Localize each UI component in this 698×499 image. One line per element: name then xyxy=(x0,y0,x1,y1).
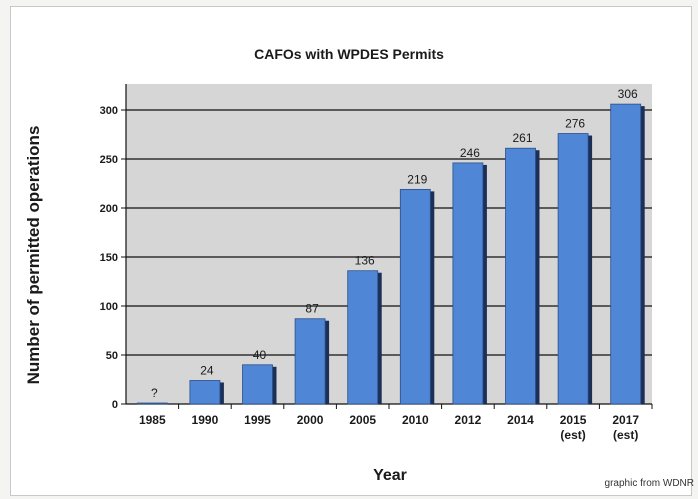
x-tick-label: 2000 xyxy=(297,413,324,427)
y-tick-label: 150 xyxy=(100,252,118,264)
bar xyxy=(610,103,642,405)
x-tick-label: 2015 (est) xyxy=(560,413,587,442)
data-label: 24 xyxy=(200,363,214,377)
data-label: 276 xyxy=(565,117,585,131)
bar xyxy=(294,318,326,405)
x-tick-label: 2005 xyxy=(349,413,376,427)
y-tick-label: 250 xyxy=(100,154,118,166)
y-tick-label: 300 xyxy=(100,105,118,117)
data-label: 87 xyxy=(305,302,319,316)
data-label: 246 xyxy=(460,146,480,160)
y-tick-label: 100 xyxy=(100,301,118,313)
credit-text: graphic from WDNR xyxy=(604,478,694,489)
x-tick-label: 2014 xyxy=(507,413,534,427)
y-tick-label: 0 xyxy=(112,399,118,411)
data-label: ? xyxy=(151,386,158,400)
data-label: 261 xyxy=(512,131,532,145)
x-tick-label: 2010 xyxy=(402,413,429,427)
chart-title: CAFOs with WPDES Permits xyxy=(254,46,444,62)
bar xyxy=(557,133,589,405)
x-tick-label: 2017 (est) xyxy=(612,413,639,442)
y-tick-label: 200 xyxy=(100,203,118,215)
bar xyxy=(242,364,273,405)
data-label: 136 xyxy=(355,254,375,268)
x-tick-label: 2012 xyxy=(455,413,482,427)
x-tick-label: 1985 xyxy=(139,413,166,427)
data-label: 40 xyxy=(253,348,267,362)
bar xyxy=(136,402,168,405)
x-tick-label: 1990 xyxy=(192,413,219,427)
data-label: 306 xyxy=(618,87,638,101)
bar xyxy=(505,147,536,405)
data-label: 219 xyxy=(407,172,427,186)
bar xyxy=(452,162,484,405)
bar xyxy=(399,188,431,405)
x-tick-label: 1995 xyxy=(244,413,271,427)
bar xyxy=(189,380,221,405)
y-tick-label: 50 xyxy=(106,350,118,362)
bar xyxy=(347,270,379,405)
x-axis-label: Year xyxy=(373,467,407,484)
